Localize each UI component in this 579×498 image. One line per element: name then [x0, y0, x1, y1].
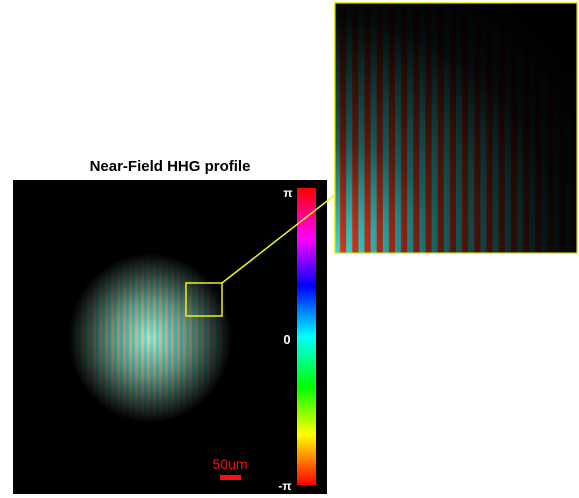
colorbar-middle-label: 0	[283, 332, 290, 347]
figure-title: Near-Field HHG profile	[90, 158, 251, 175]
scale-bar-label: 50um	[212, 456, 247, 472]
colorbar	[297, 188, 316, 485]
beam-profile	[13, 180, 327, 494]
figure: Near-Field HHG profile π 0 -π 50um	[0, 0, 579, 498]
colorbar-bottom-label: -π	[278, 479, 291, 493]
scale-bar	[220, 475, 241, 480]
inset-shade	[334, 2, 578, 254]
colorbar-top-label: π	[283, 186, 292, 200]
